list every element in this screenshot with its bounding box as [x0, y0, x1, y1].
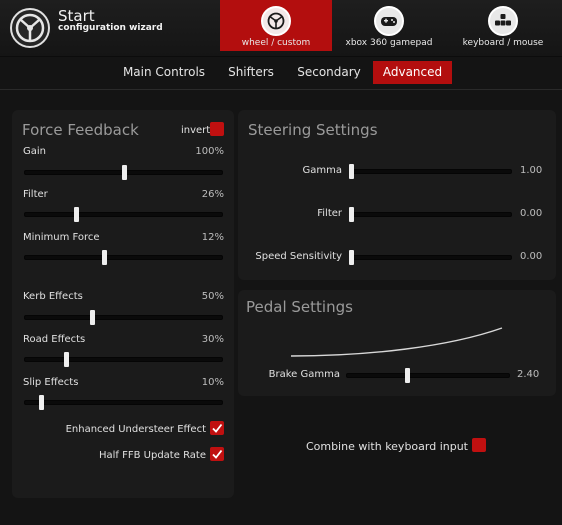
steering-settings-title: Steering Settings — [248, 121, 378, 139]
brake-gamma-slider[interactable] — [346, 368, 510, 383]
steering-filter-value: 0.00 — [520, 208, 543, 219]
road-effects-label: Road Effects — [23, 334, 86, 345]
combine-keyboard-label: Combine with keyboard input — [305, 440, 468, 453]
enhanced-understeer-checkbox[interactable] — [210, 421, 224, 435]
gain-slider[interactable] — [24, 165, 223, 180]
gain-label: Gain — [23, 146, 46, 157]
device-tab-keyboard[interactable]: keyboard / mouse — [448, 0, 558, 51]
ffb-filter-value: 26% — [201, 189, 224, 200]
speed-sensitivity-slider-thumb[interactable] — [349, 250, 354, 265]
header-divider — [0, 89, 562, 90]
gamepad-icon — [374, 6, 404, 36]
ffb-filter-slider[interactable] — [24, 207, 223, 222]
combine-keyboard-checkbox[interactable] — [472, 438, 486, 452]
invert-checkbox[interactable] — [210, 122, 224, 136]
device-tab-gamepad-label: xbox 360 gamepad — [345, 38, 433, 48]
enhanced-understeer-label: Enhanced Understeer Effect — [65, 424, 206, 435]
minimum-force-label: Minimum Force — [23, 232, 100, 243]
minimum-force-slider-thumb[interactable] — [101, 250, 107, 265]
speed-sensitivity-slider[interactable] — [349, 250, 512, 265]
header-bar: Start configuration wizard wheel / custo… — [0, 0, 562, 57]
kerb-effects-slider[interactable] — [24, 310, 223, 325]
pedal-settings-panel — [238, 290, 556, 396]
minimum-force-slider[interactable] — [24, 250, 223, 265]
tab-secondary[interactable]: Secondary — [297, 65, 361, 79]
brake-gamma-label: Brake Gamma — [268, 369, 340, 380]
speed-sensitivity-value: 0.00 — [520, 251, 543, 262]
device-tab-keyboard-label: keyboard / mouse — [462, 38, 544, 48]
checkmark-icon — [212, 449, 223, 459]
slip-effects-value: 10% — [201, 377, 224, 388]
speed-sensitivity-label: Speed Sensitivity — [255, 251, 342, 262]
device-tab-wheel[interactable]: wheel / custom — [220, 0, 332, 51]
steering-wheel-logo-icon — [10, 8, 50, 48]
steering-wheel-icon — [261, 6, 291, 36]
road-effects-slider[interactable] — [24, 352, 223, 367]
tab-advanced[interactable]: Advanced — [373, 61, 452, 84]
gain-slider-thumb[interactable] — [121, 165, 127, 180]
force-feedback-title: Force Feedback — [22, 121, 139, 139]
half-ffb-update-label: Half FFB Update Rate — [99, 450, 206, 461]
checkmark-icon — [212, 423, 223, 433]
ffb-filter-label: Filter — [23, 189, 48, 200]
app-subtitle: configuration wizard — [58, 23, 163, 33]
tab-shifters[interactable]: Shifters — [228, 65, 274, 79]
brake-gamma-slider-thumb[interactable] — [404, 368, 410, 383]
brake-gamma-value: 2.40 — [517, 369, 540, 380]
device-tab-wheel-label: wheel / custom — [241, 38, 311, 48]
settings-tab-bar: Main Controls Shifters Secondary Advance… — [0, 57, 562, 89]
device-tab-gamepad[interactable]: xbox 360 gamepad — [334, 0, 444, 51]
app-title: Start — [58, 7, 95, 25]
gamma-label: Gamma — [302, 165, 343, 176]
steering-filter-slider[interactable] — [349, 207, 512, 222]
minimum-force-value: 12% — [201, 232, 224, 243]
brake-gamma-curve — [290, 327, 503, 357]
gain-value: 100% — [195, 146, 224, 157]
steering-settings-panel — [238, 110, 556, 280]
slip-effects-slider[interactable] — [24, 395, 223, 410]
keyboard-icon — [488, 6, 518, 36]
gamma-slider[interactable] — [349, 164, 512, 179]
kerb-effects-label: Kerb Effects — [23, 291, 83, 302]
road-effects-value: 30% — [201, 334, 224, 345]
gamma-value: 1.00 — [520, 165, 543, 176]
kerb-effects-slider-thumb[interactable] — [89, 310, 95, 325]
slip-effects-label: Slip Effects — [23, 377, 79, 388]
ffb-filter-slider-thumb[interactable] — [74, 207, 80, 222]
steering-filter-slider-thumb[interactable] — [349, 207, 354, 222]
gamma-slider-thumb[interactable] — [349, 164, 354, 179]
road-effects-slider-thumb[interactable] — [64, 352, 70, 367]
half-ffb-update-checkbox[interactable] — [210, 447, 224, 461]
pedal-settings-title: Pedal Settings — [246, 298, 353, 316]
kerb-effects-value: 50% — [201, 291, 224, 302]
invert-label: invert — [181, 125, 211, 136]
slip-effects-slider-thumb[interactable] — [38, 395, 44, 410]
steering-filter-label: Filter — [317, 208, 342, 219]
tab-main-controls[interactable]: Main Controls — [122, 65, 206, 79]
